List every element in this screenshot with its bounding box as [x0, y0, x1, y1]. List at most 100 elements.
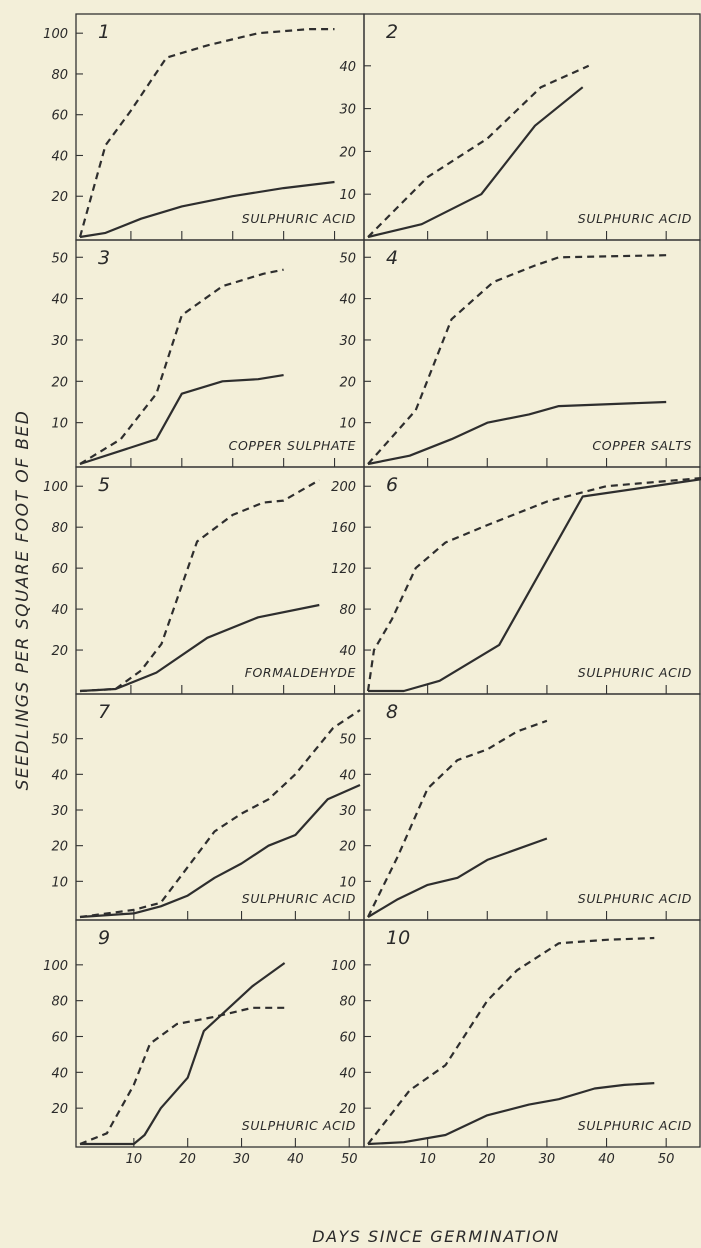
y-tick-label: 120	[331, 562, 356, 577]
y-tick-label: 80	[339, 603, 356, 618]
panel-number: 7	[98, 701, 110, 723]
panel-number: 10	[386, 927, 410, 949]
y-tick-label: 20	[339, 1102, 356, 1117]
series-line-solid	[79, 783, 361, 919]
y-tick-label: 20	[51, 375, 68, 390]
y-tick-label: 40	[339, 60, 356, 75]
x-tick-label: 10	[419, 1152, 436, 1167]
series-line-solid	[80, 962, 286, 1146]
x-tick-label: 20	[179, 1152, 196, 1167]
y-tick-label: 30	[339, 334, 356, 349]
panel-9: 20 40 60 80 100 10 20 30 40 50 9 SULPHURIC ACID	[43, 919, 365, 1167]
series-line-solid	[367, 400, 667, 466]
series-line-solid	[79, 374, 284, 466]
y-axis-label: SEEDLINGS PER SQUARE FOOT OF BED	[13, 410, 33, 791]
series-line-solid	[79, 180, 335, 239]
y-tick-label: 20	[51, 644, 68, 659]
x-tick-label: 30	[233, 1152, 250, 1167]
y-tick-label: 80	[51, 995, 68, 1010]
series-line-solid	[367, 86, 584, 239]
series-line-dashed	[367, 719, 548, 918]
y-tick-label: 60	[51, 1031, 68, 1046]
panel-7: 10 20 30 40 50 7 SULPHURIC ACID	[51, 693, 365, 921]
y-tick-label: 40	[339, 293, 356, 308]
panel-number: 6	[386, 474, 398, 496]
y-tick-label: 60	[51, 562, 68, 577]
y-tick-label: 80	[339, 995, 356, 1010]
treatment-label: SULPHURIC ACID	[242, 891, 356, 906]
y-tick-label: 10	[339, 188, 356, 203]
y-tick-label: 60	[51, 109, 68, 124]
y-tick-label: 60	[339, 1031, 356, 1046]
x-tick-label: 40	[598, 1152, 615, 1167]
x-tick-label: 20	[479, 1152, 496, 1167]
y-tick-label: 40	[51, 1066, 68, 1081]
y-tick-label: 40	[339, 768, 356, 783]
y-tick-label: 50	[51, 733, 68, 748]
series-line-dashed	[79, 479, 320, 693]
y-tick-label: 80	[51, 521, 68, 536]
y-tick-label: 100	[43, 27, 68, 42]
treatment-label: FORMALDEHYDE	[245, 665, 356, 680]
panel-frame	[363, 919, 701, 1148]
y-tick-label: 10	[339, 417, 356, 432]
x-axis-label: DAYS SINCE GERMINATION	[312, 1227, 559, 1246]
panel-number: 2	[386, 21, 398, 43]
y-tick-label: 30	[339, 103, 356, 118]
panel-6: 40 80 120 160 200 6 SULPHURIC ACID	[331, 466, 701, 695]
series-line-dashed	[79, 1006, 285, 1146]
y-tick-label: 100	[43, 959, 68, 974]
y-tick-label: 50	[339, 733, 356, 748]
panel-number: 4	[386, 247, 398, 269]
panel-number: 5	[98, 474, 110, 496]
y-tick-label: 20	[339, 840, 356, 855]
panel-10: 20 40 60 80 100 10 20 30 40 50 10 SULPHURIC ACID	[331, 919, 701, 1167]
y-tick-label: 40	[51, 293, 68, 308]
y-tick-label: 40	[339, 1066, 356, 1081]
series-line-dashed	[366, 476, 701, 692]
treatment-label: SULPHURIC ACID	[242, 211, 356, 226]
series-line-solid	[368, 478, 701, 693]
panel-1: 20 40 60 80 100 1 SULPHURIC ACID	[43, 13, 365, 241]
x-tick-label: 50	[341, 1152, 358, 1167]
y-tick-label: 100	[331, 959, 356, 974]
series-line-solid	[79, 603, 320, 693]
y-tick-label: 40	[51, 149, 68, 164]
x-tick-label: 40	[287, 1152, 304, 1167]
y-tick-label: 200	[331, 480, 356, 495]
y-tick-label: 50	[51, 251, 68, 266]
y-tick-label: 80	[51, 68, 68, 83]
panel-number: 3	[98, 247, 110, 269]
x-tick-label: 10	[126, 1152, 143, 1167]
y-tick-label: 10	[51, 417, 68, 432]
treatment-label: SULPHURIC ACID	[242, 1118, 356, 1133]
y-tick-label: 40	[51, 603, 68, 618]
y-tick-label: 50	[339, 251, 356, 266]
treatment-label: SULPHURIC ACID	[578, 665, 692, 680]
treatment-label: SULPHURIC ACID	[578, 891, 692, 906]
y-tick-label: 10	[339, 875, 356, 890]
x-tick-label: 30	[539, 1152, 556, 1167]
panel-number: 1	[98, 21, 110, 43]
treatment-label: COPPER SULPHATE	[229, 438, 356, 453]
y-tick-label: 40	[51, 768, 68, 783]
series-line-dashed	[78, 28, 335, 238]
y-tick-label: 30	[51, 334, 68, 349]
y-tick-label: 20	[51, 1102, 68, 1117]
y-tick-label: 20	[339, 145, 356, 160]
y-tick-label: 40	[339, 644, 356, 659]
series-line-solid	[367, 1082, 655, 1146]
y-tick-label: 160	[331, 521, 356, 536]
series-line-solid	[367, 837, 548, 918]
panel-2: 10 20 30 40 2 SULPHURIC ACID	[339, 13, 701, 241]
y-tick-label: 20	[51, 840, 68, 855]
y-tick-label: 100	[43, 480, 68, 495]
treatment-label: SULPHURIC ACID	[578, 211, 692, 226]
series-line-dashed	[79, 709, 361, 919]
y-tick-label: 20	[339, 375, 356, 390]
y-tick-label: 10	[51, 875, 68, 890]
y-tick-label: 20	[51, 190, 68, 205]
panel-number: 8	[386, 701, 398, 723]
